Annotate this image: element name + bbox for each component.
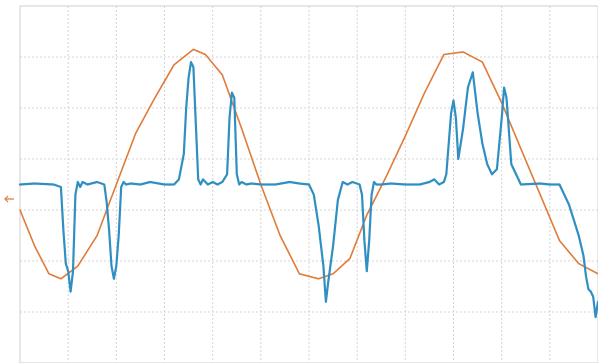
- series-1-line: [19, 48, 598, 280]
- channel-marker-icon: [4, 195, 14, 203]
- traces: [18, 48, 598, 319]
- series-2-line: [18, 61, 598, 319]
